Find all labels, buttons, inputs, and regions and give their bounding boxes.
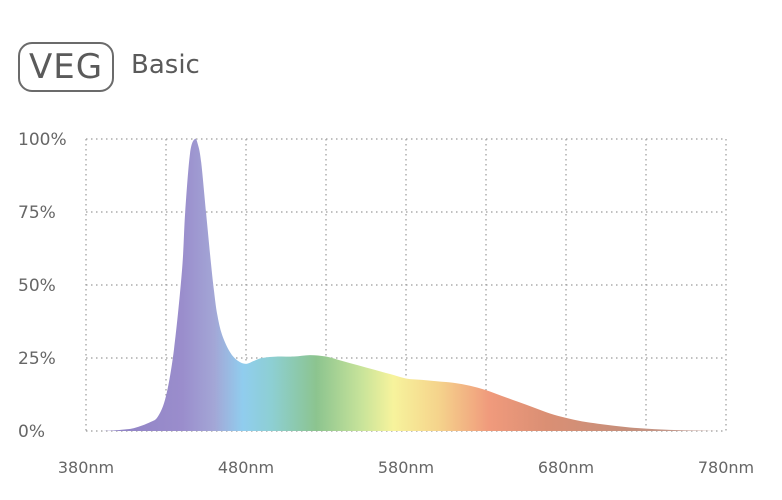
y-tick-label: 0% — [18, 422, 45, 442]
y-tick-label: 100% — [18, 130, 67, 150]
chart-grid — [85, 138, 727, 432]
y-tick-label: 75% — [18, 203, 56, 223]
veg-badge-label: VEG — [28, 47, 104, 87]
x-tick-label: 680nm — [538, 458, 594, 477]
y-tick-label: 50% — [18, 276, 56, 296]
x-tick-label: 480nm — [218, 458, 274, 477]
y-tick-label: 25% — [18, 349, 56, 369]
x-axis-ticks: 380nm 480nm 580nm 680nm 780nm — [58, 458, 754, 477]
x-tick-label: 580nm — [378, 458, 434, 477]
spectrum-subtitle: Basic — [131, 50, 200, 80]
x-tick-label: 780nm — [698, 458, 754, 477]
veg-badge: VEG — [18, 42, 114, 92]
x-tick-label: 380nm — [58, 458, 114, 477]
y-axis-ticks: 0% 25% 50% 75% 100% — [18, 130, 67, 442]
